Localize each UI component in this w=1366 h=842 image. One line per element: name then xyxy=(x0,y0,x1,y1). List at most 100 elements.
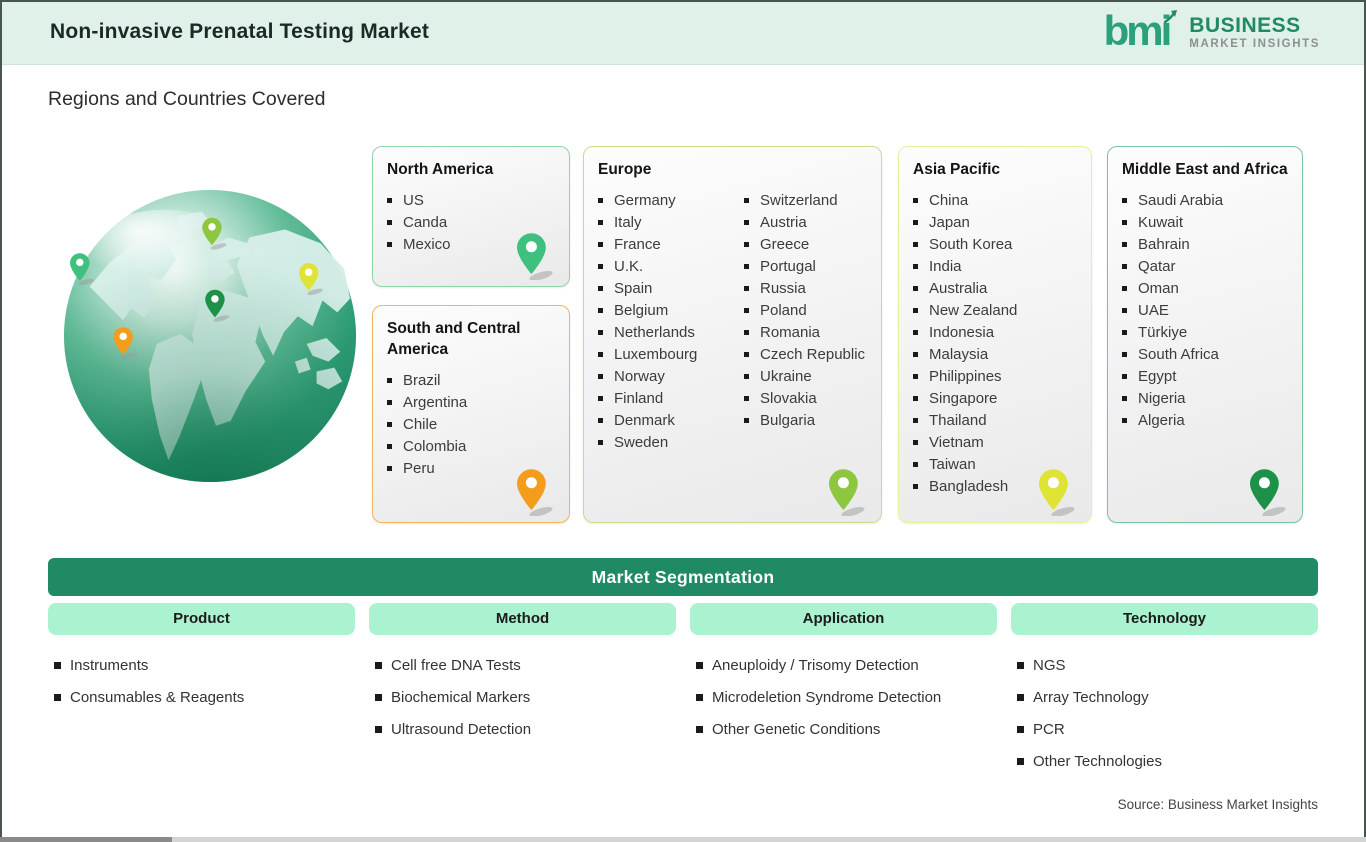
country-label: Malaysia xyxy=(929,345,989,363)
region-card-north-america: North America US Canda Mexico xyxy=(372,146,570,287)
bullet-square-icon xyxy=(54,693,61,701)
country-label: Italy xyxy=(614,213,642,231)
country-label: Algeria xyxy=(1138,411,1185,429)
segment-header-product: Product xyxy=(48,603,355,635)
bullet-square-icon xyxy=(913,417,918,423)
country-label: US xyxy=(403,191,424,209)
segment-item-label: Aneuploidy / Trisomy Detection xyxy=(712,656,919,674)
bullet-square-icon xyxy=(598,329,603,335)
country-label: Chile xyxy=(403,415,438,433)
country-label: Türkiye xyxy=(1138,323,1188,341)
country-columns: Saudi Arabia Kuwait Bahrain Qatar Oman UAE Tür… xyxy=(1122,189,1292,431)
country-label: South Korea xyxy=(929,235,1013,253)
country-label: Switzerland xyxy=(760,191,838,209)
segment-column-application: Application Aneuploidy / Trisomy Detectio… xyxy=(690,603,997,777)
country-item: Italy xyxy=(598,211,744,233)
country-item: Netherlands xyxy=(598,321,744,343)
segment-item: Ultrasound Detection xyxy=(375,713,676,745)
bullet-square-icon xyxy=(913,329,918,335)
country-label: Colombia xyxy=(403,437,467,455)
globe-pin-icon xyxy=(298,263,323,296)
country-label: Japan xyxy=(929,213,970,231)
country-item: Russia xyxy=(744,277,865,299)
bullet-square-icon xyxy=(1122,241,1127,247)
country-list: Brazil Argentina Chile Colombia Peru xyxy=(387,369,467,479)
country-label: Netherlands xyxy=(614,323,695,341)
country-item: South Africa xyxy=(1122,343,1223,365)
bullet-square-icon xyxy=(387,465,392,471)
bullet-square-icon xyxy=(598,197,603,203)
segment-column-product: Product Instruments Consumables & Reagents xyxy=(48,603,355,777)
brand-logo: bmi BUSINESS MARKET INSIGHTS xyxy=(1104,10,1320,56)
bullet-square-icon xyxy=(387,197,392,203)
country-label: Kuwait xyxy=(1138,213,1184,231)
bullet-square-icon xyxy=(913,439,918,445)
bullet-square-icon xyxy=(744,241,749,247)
bullet-square-icon xyxy=(1122,263,1127,269)
country-label: UAE xyxy=(1138,301,1169,319)
country-item: Germany xyxy=(598,189,744,211)
country-item: Poland xyxy=(744,299,865,321)
bullet-square-icon xyxy=(744,307,749,313)
map-pin-icon xyxy=(1250,469,1286,516)
country-label: Indonesia xyxy=(929,323,995,341)
bullet-square-icon xyxy=(744,395,749,401)
logo-market-insights-label: MARKET INSIGHTS xyxy=(1189,38,1320,50)
segment-item: Other Technologies xyxy=(1017,745,1318,777)
bullet-square-icon xyxy=(696,725,703,733)
region-card-europe: Europe Germany Italy France U.K. Spain Belgium… xyxy=(583,146,882,523)
country-item: UAE xyxy=(1122,299,1223,321)
country-label: Russia xyxy=(760,279,806,297)
bullet-square-icon xyxy=(598,307,603,313)
scrollbar-thumb[interactable] xyxy=(0,837,172,842)
country-item: Qatar xyxy=(1122,255,1223,277)
bullet-square-icon xyxy=(744,263,749,269)
country-item: Oman xyxy=(1122,277,1223,299)
bullet-square-icon xyxy=(1017,757,1024,765)
country-item: Malaysia xyxy=(913,343,1017,365)
bullet-square-icon xyxy=(1122,197,1127,203)
segment-column-method: Method Cell free DNA Tests Biochemical Mar… xyxy=(369,603,676,777)
segment-item: Cell free DNA Tests xyxy=(375,649,676,681)
country-item: France xyxy=(598,233,744,255)
bullet-square-icon xyxy=(744,329,749,335)
country-label: Sweden xyxy=(614,433,669,451)
country-item: Philippines xyxy=(913,365,1017,387)
bullet-square-icon xyxy=(913,307,918,313)
bullet-square-icon xyxy=(1122,329,1127,335)
country-item: U.K. xyxy=(598,255,744,277)
country-item: Algeria xyxy=(1122,409,1223,431)
country-columns: Brazil Argentina Chile Colombia Peru xyxy=(387,369,559,479)
country-item: Kuwait xyxy=(1122,211,1223,233)
bullet-square-icon xyxy=(598,219,603,225)
country-item: Portugal xyxy=(744,255,865,277)
bullet-square-icon xyxy=(696,661,703,669)
country-label: South Africa xyxy=(1138,345,1219,363)
bullet-square-icon xyxy=(387,421,392,427)
globe-pin-icon xyxy=(70,253,95,286)
bullet-square-icon xyxy=(913,263,918,269)
segment-item: NGS xyxy=(1017,649,1318,681)
segment-header-technology: Technology xyxy=(1011,603,1318,635)
country-item: Peru xyxy=(387,457,467,479)
country-label: Australia xyxy=(929,279,988,297)
logo-business-label: BUSINESS xyxy=(1189,14,1301,37)
country-label: Saudi Arabia xyxy=(1138,191,1224,209)
bullet-square-icon xyxy=(387,399,392,405)
segment-header-method: Method xyxy=(369,603,676,635)
country-label: Thailand xyxy=(929,411,987,429)
country-label: Singapore xyxy=(929,389,998,407)
segment-item: Aneuploidy / Trisomy Detection xyxy=(696,649,997,681)
logo-text: BUSINESS MARKET INSIGHTS xyxy=(1189,15,1320,51)
bullet-square-icon xyxy=(913,351,918,357)
logo-arrow-icon xyxy=(1164,10,1178,24)
globe-pins xyxy=(70,217,323,360)
country-item: Bulgaria xyxy=(744,409,865,431)
country-item: Japan xyxy=(913,211,1017,233)
country-label: Canda xyxy=(403,213,448,231)
horizontal-scrollbar[interactable] xyxy=(0,837,1366,842)
segment-item-label: Consumables & Reagents xyxy=(70,688,245,706)
bullet-square-icon xyxy=(598,285,603,291)
country-label: Norway xyxy=(614,367,665,385)
market-segmentation-bar: Market Segmentation xyxy=(48,558,1318,596)
